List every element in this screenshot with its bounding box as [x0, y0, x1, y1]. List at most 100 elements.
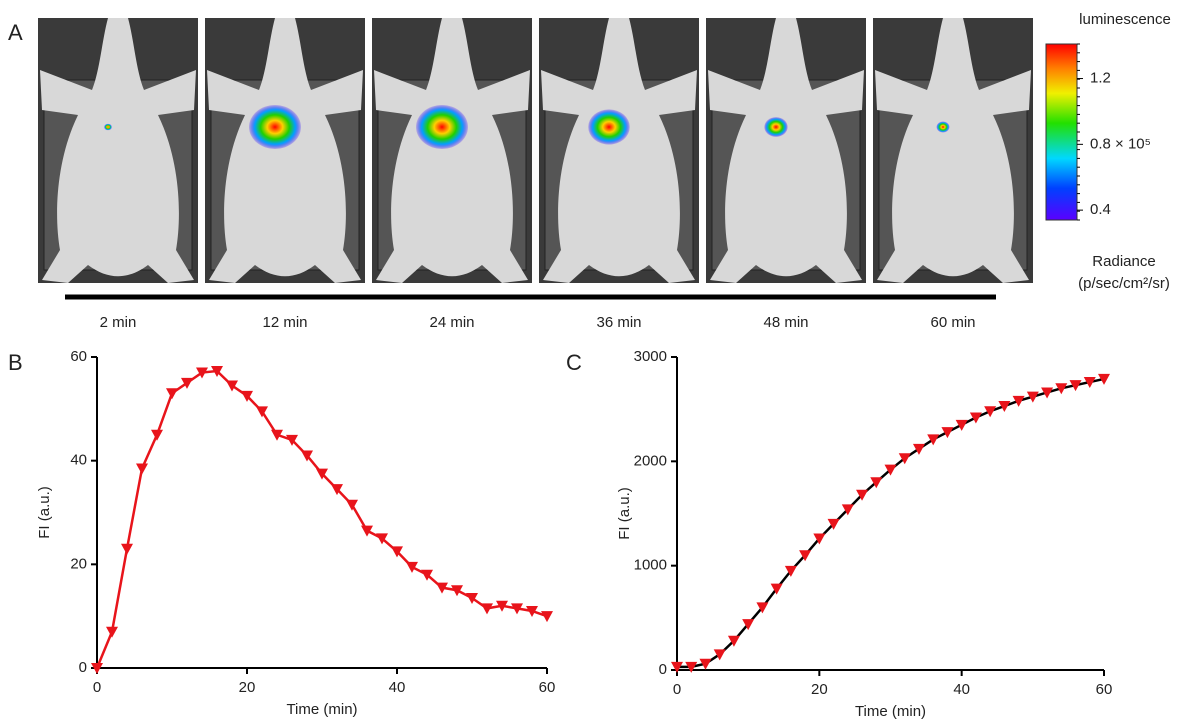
data-point — [998, 401, 1011, 413]
series-line — [677, 377, 1105, 669]
data-point — [756, 602, 769, 614]
data-point — [181, 377, 193, 389]
data-point — [526, 605, 538, 617]
luminescence-signal — [936, 121, 950, 133]
data-point — [301, 450, 313, 462]
timepoint-label: 24 min — [429, 314, 474, 331]
luminescence-signal — [249, 105, 301, 149]
data-point — [1055, 383, 1068, 395]
data-point — [166, 388, 178, 400]
data-point — [241, 390, 253, 402]
data-point — [912, 443, 925, 455]
timepoint-label: 60 min — [930, 314, 975, 331]
panel-label: B — [8, 350, 23, 375]
y-axis-label: FI (a.u.) — [616, 487, 633, 540]
mouse-body — [40, 18, 196, 283]
y-tick-label: 0 — [659, 661, 667, 678]
mouse-body — [541, 18, 697, 283]
colorbar-tick-label: 0.8 × 10⁵ — [1090, 135, 1151, 152]
data-point — [451, 585, 463, 597]
data-point — [1026, 391, 1039, 403]
data-point — [286, 434, 298, 446]
luminescence-signal — [416, 105, 468, 149]
data-point — [196, 367, 208, 379]
colorbar-tick-label: 1.2 — [1090, 70, 1111, 87]
data-point — [813, 533, 826, 545]
x-tick-label: 0 — [673, 681, 681, 698]
data-point — [106, 626, 118, 638]
x-tick-label: 60 — [539, 679, 556, 696]
data-point — [91, 663, 103, 674]
timepoint-label: 48 min — [763, 314, 808, 331]
mouse-body — [708, 18, 864, 283]
x-tick-label: 40 — [953, 681, 970, 698]
data-point — [784, 565, 797, 577]
x-tick-label: 60 — [1096, 681, 1113, 698]
data-point — [799, 550, 812, 562]
y-tick-label: 1000 — [634, 557, 667, 574]
data-point — [316, 468, 328, 480]
data-point — [827, 518, 840, 530]
data-point — [969, 412, 982, 424]
y-axis-label: FI (a.u.) — [36, 486, 53, 539]
data-point — [271, 429, 283, 441]
data-point — [406, 561, 418, 573]
data-point — [436, 582, 448, 594]
data-point — [727, 635, 740, 647]
data-point — [984, 406, 997, 418]
data-point — [481, 603, 493, 615]
data-point — [361, 525, 373, 537]
y-tick-label: 20 — [70, 555, 87, 572]
data-point — [898, 453, 911, 465]
data-point — [1012, 395, 1025, 407]
data-point — [1069, 380, 1082, 392]
x-axis-label: Time (min) — [855, 703, 926, 720]
mouse-body — [875, 18, 1031, 283]
data-point — [466, 593, 478, 605]
data-point — [211, 365, 223, 377]
colorbar-unit: (p/sec/cm²/sr) — [1078, 275, 1170, 292]
panel-label: C — [566, 350, 582, 375]
x-axis-label: Time (min) — [286, 701, 357, 718]
timepoint-label: 2 min — [100, 314, 137, 331]
data-point — [421, 569, 433, 581]
data-point — [856, 489, 869, 501]
x-tick-label: 20 — [239, 679, 256, 696]
data-point — [713, 649, 726, 661]
y-tick-label: 3000 — [634, 348, 667, 365]
data-point — [496, 600, 508, 612]
data-point — [841, 504, 854, 516]
x-tick-label: 20 — [811, 681, 828, 698]
timepoint-label: 12 min — [262, 314, 307, 331]
data-point — [770, 583, 783, 595]
data-point — [742, 619, 755, 631]
data-point — [699, 658, 712, 670]
colorbar-unit: Radiance — [1092, 253, 1155, 270]
data-point — [1083, 377, 1096, 389]
data-point — [541, 611, 553, 623]
data-point — [955, 419, 968, 431]
timepoint-label: 36 min — [596, 314, 641, 331]
data-point — [346, 499, 358, 511]
data-point — [331, 484, 343, 496]
data-point — [870, 477, 883, 489]
colorbar-title: luminescence — [1079, 11, 1171, 28]
luminescence-signal — [104, 123, 112, 131]
y-tick-label: 60 — [70, 348, 87, 365]
x-tick-label: 0 — [93, 679, 101, 696]
series-line — [95, 369, 548, 669]
data-point — [136, 463, 148, 475]
x-tick-label: 40 — [389, 679, 406, 696]
luminescence-signal — [764, 117, 788, 137]
mouse-body — [374, 18, 530, 283]
data-point — [884, 464, 897, 476]
data-point — [941, 427, 954, 439]
data-point — [511, 603, 523, 615]
luminescence-signal — [588, 109, 630, 145]
data-point — [1041, 387, 1054, 399]
colorbar-tick-label: 0.4 — [1090, 201, 1111, 218]
data-point — [151, 429, 163, 441]
y-tick-label: 0 — [79, 659, 87, 676]
data-point — [256, 406, 268, 418]
